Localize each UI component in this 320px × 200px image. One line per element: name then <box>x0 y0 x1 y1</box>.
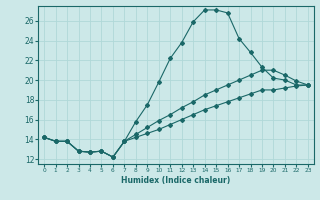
X-axis label: Humidex (Indice chaleur): Humidex (Indice chaleur) <box>121 176 231 185</box>
